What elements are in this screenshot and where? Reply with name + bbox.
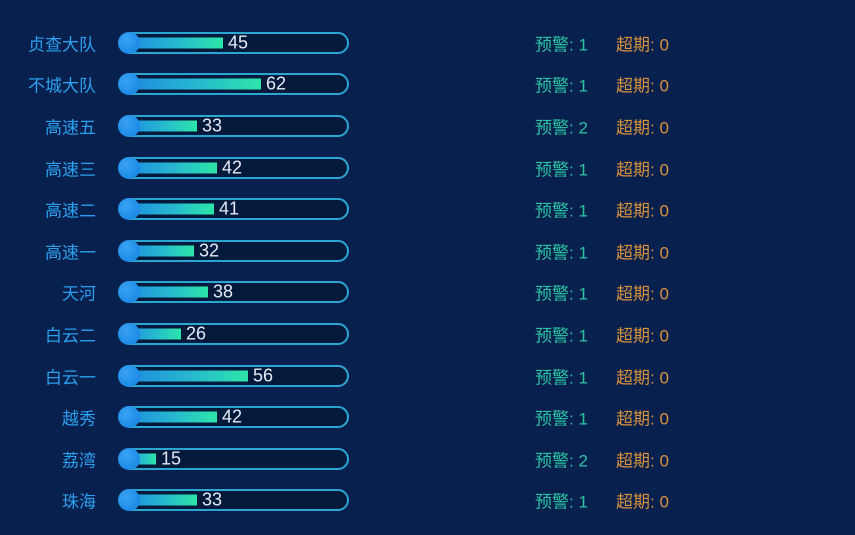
progress-bar-fill: [123, 494, 197, 506]
progress-value: 26: [186, 323, 207, 344]
overdue-count: 超期: 0: [616, 201, 669, 221]
team-name-label: 白云二: [45, 326, 96, 346]
progress-bar-dot: [118, 239, 140, 262]
progress-bar-dot: [118, 31, 140, 54]
overdue-count: 超期: 0: [616, 451, 669, 471]
overdue-count: 超期: 0: [616, 492, 669, 512]
warning-count: 预警: 1: [535, 201, 588, 221]
team-name-label: 荔湾: [62, 451, 96, 471]
progress-value: 38: [213, 281, 234, 302]
overdue-count: 超期: 0: [616, 76, 669, 96]
team-name-label: 珠海: [62, 492, 96, 512]
progress-bar-dot: [118, 364, 140, 387]
overdue-count: 超期: 0: [616, 326, 669, 346]
progress-bar-track[interactable]: 62: [118, 73, 349, 96]
overdue-count: 超期: 0: [616, 284, 669, 304]
team-row: 高速一 32 预警: 1 超期: 0: [0, 230, 855, 272]
progress-value: 45: [228, 32, 249, 53]
progress-bar-track[interactable]: 42: [118, 406, 349, 429]
team-progress-list: 贞查大队 45 预警: 1 超期: 0 不城大队 62 预警: 1 超期: 0 …: [0, 22, 855, 521]
progress-value: 32: [199, 240, 220, 261]
team-row: 高速二 41 预警: 1 超期: 0: [0, 188, 855, 230]
progress-bar-track[interactable]: 33: [118, 489, 349, 512]
progress-bar-fill: [123, 162, 217, 174]
progress-value: 33: [202, 115, 223, 136]
team-row: 贞查大队 45 预警: 1 超期: 0: [0, 22, 855, 64]
progress-value: 42: [222, 406, 243, 427]
team-name-label: 白云一: [45, 368, 96, 388]
team-name-label: 越秀: [62, 409, 96, 429]
team-name-label: 天河: [62, 284, 96, 304]
progress-value: 42: [222, 157, 243, 178]
team-row: 高速五 33 预警: 2 超期: 0: [0, 105, 855, 147]
progress-value: 56: [253, 365, 274, 386]
progress-bar-fill: [123, 78, 261, 90]
progress-bar-track[interactable]: 33: [118, 114, 349, 137]
warning-count: 预警: 1: [535, 160, 588, 180]
warning-count: 预警: 1: [535, 35, 588, 55]
team-row: 荔湾 15 预警: 2 超期: 0: [0, 438, 855, 480]
overdue-count: 超期: 0: [616, 160, 669, 180]
progress-value: 41: [219, 198, 240, 219]
progress-bar-dot: [118, 156, 140, 179]
overdue-count: 超期: 0: [616, 118, 669, 138]
progress-bar-dot: [118, 447, 140, 470]
progress-bar-track[interactable]: 26: [118, 322, 349, 345]
progress-bar-dot: [118, 281, 140, 304]
progress-bar-track[interactable]: 45: [118, 31, 349, 54]
progress-value: 15: [161, 448, 182, 469]
progress-value: 62: [266, 73, 287, 94]
team-row: 白云二 26 预警: 1 超期: 0: [0, 313, 855, 355]
team-name-label: 贞查大队: [28, 35, 96, 55]
progress-bar-fill: [123, 411, 217, 423]
team-name-label: 高速五: [45, 118, 96, 138]
progress-bar-dot: [118, 198, 140, 221]
progress-bar-track[interactable]: 38: [118, 281, 349, 304]
team-row: 越秀 42 预警: 1 超期: 0: [0, 396, 855, 438]
progress-bar-fill: [123, 328, 181, 340]
overdue-count: 超期: 0: [616, 35, 669, 55]
progress-bar-track[interactable]: 42: [118, 156, 349, 179]
progress-bar-track[interactable]: 56: [118, 364, 349, 387]
overdue-count: 超期: 0: [616, 368, 669, 388]
team-row: 不城大队 62 预警: 1 超期: 0: [0, 64, 855, 106]
team-row: 白云一 56 预警: 1 超期: 0: [0, 355, 855, 397]
progress-bar-track[interactable]: 32: [118, 239, 349, 262]
progress-bar-dot: [118, 489, 140, 512]
progress-bar-dot: [118, 73, 140, 96]
team-name-label: 高速二: [45, 201, 96, 221]
team-row: 高速三 42 预警: 1 超期: 0: [0, 147, 855, 189]
warning-count: 预警: 1: [535, 243, 588, 263]
team-name-label: 高速三: [45, 160, 96, 180]
team-row: 天河 38 预警: 1 超期: 0: [0, 272, 855, 314]
warning-count: 预警: 1: [535, 492, 588, 512]
overdue-count: 超期: 0: [616, 243, 669, 263]
progress-bar-dot: [118, 114, 140, 137]
progress-value: 33: [202, 489, 223, 510]
warning-count: 预警: 1: [535, 409, 588, 429]
warning-count: 预警: 1: [535, 284, 588, 304]
warning-count: 预警: 2: [535, 451, 588, 471]
warning-count: 预警: 2: [535, 118, 588, 138]
progress-bar-fill: [123, 370, 248, 382]
progress-bar-track[interactable]: 15: [118, 447, 349, 470]
team-name-label: 高速一: [45, 243, 96, 263]
warning-count: 预警: 1: [535, 326, 588, 346]
progress-bar-fill: [123, 286, 208, 298]
progress-bar-fill: [123, 203, 214, 215]
overdue-count: 超期: 0: [616, 409, 669, 429]
warning-count: 预警: 1: [535, 368, 588, 388]
progress-bar-fill: [123, 37, 223, 49]
team-name-label: 不城大队: [28, 76, 96, 96]
progress-bar-dot: [118, 322, 140, 345]
warning-count: 预警: 1: [535, 76, 588, 96]
progress-bar-fill: [123, 120, 197, 132]
progress-bar-fill: [123, 245, 194, 257]
progress-bar-track[interactable]: 41: [118, 198, 349, 221]
progress-bar-dot: [118, 406, 140, 429]
team-row: 珠海 33 预警: 1 超期: 0: [0, 480, 855, 522]
